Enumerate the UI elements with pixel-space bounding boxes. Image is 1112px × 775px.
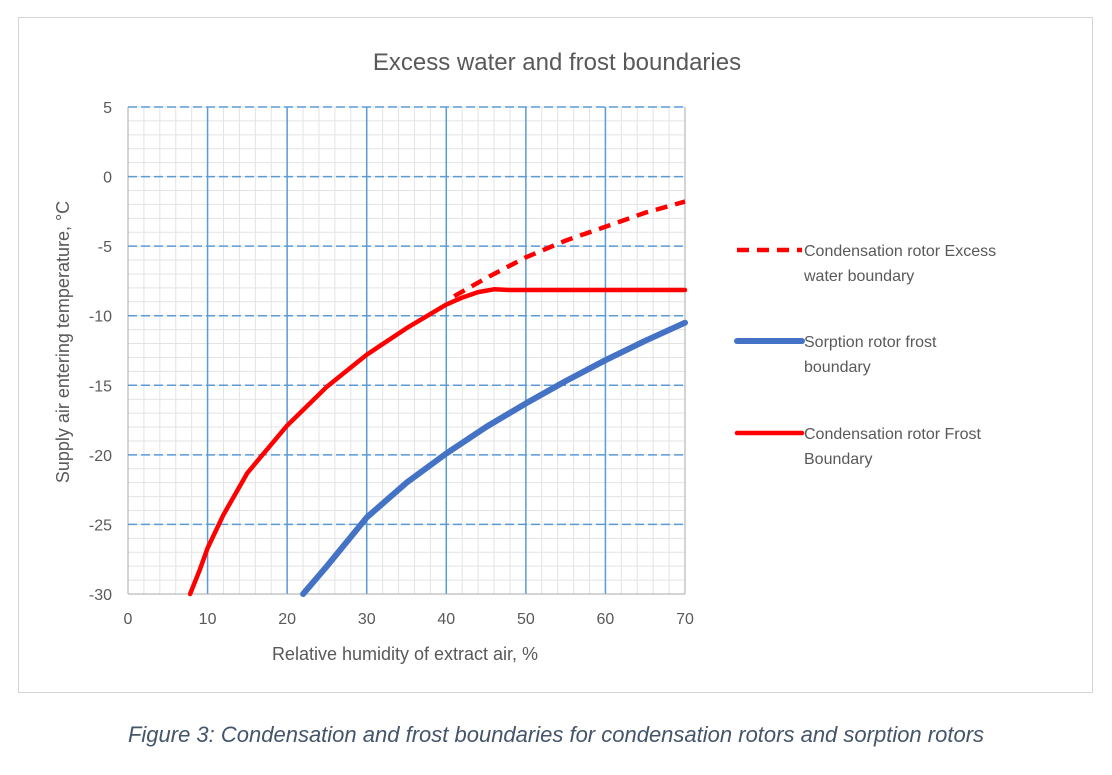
x-tick-label: 30 xyxy=(358,611,376,628)
legend-label-line: water boundary xyxy=(803,268,914,285)
y-tick-label: -20 xyxy=(89,448,112,465)
x-tick-label: 10 xyxy=(199,611,217,628)
y-tick-label: 0 xyxy=(103,170,112,187)
legend-label-2: Sorption rotor frost boundary xyxy=(804,334,937,376)
x-axis-ticks: 0 10 20 30 40 50 60 70 xyxy=(124,611,694,628)
legend-label-line: Sorption rotor frost xyxy=(804,334,937,351)
x-tick-label: 40 xyxy=(437,611,455,628)
chart-svg: Excess water and frost boundaries 0 10 20 3… xyxy=(53,49,996,664)
y-tick-label: -30 xyxy=(89,587,112,604)
legend-label-3: Condensation rotor Frost Boundary xyxy=(804,426,982,468)
x-tick-label: 0 xyxy=(124,611,133,628)
y-tick-label: -15 xyxy=(89,378,112,395)
x-tick-label: 70 xyxy=(676,611,694,628)
legend-label-line: Condensation rotor Excess xyxy=(804,243,996,260)
y-tick-label: -5 xyxy=(98,239,112,256)
x-tick-label: 50 xyxy=(517,611,535,628)
series-line-2 xyxy=(300,319,688,597)
series-layer xyxy=(187,199,688,597)
chart-area: Excess water and frost boundaries 0 10 20 3… xyxy=(18,17,1093,693)
x-tick-label: 60 xyxy=(597,611,615,628)
figure-caption: Figure 3: Condensation and frost boundar… xyxy=(127,722,985,747)
legend-label-1: Condensation rotor Excess water boundary xyxy=(803,243,996,285)
y-axis-ticks: 5 0 -5 -10 -15 -20 -25 -30 xyxy=(89,100,112,604)
chart-title: Excess water and frost boundaries xyxy=(373,49,741,76)
series-line-1 xyxy=(453,199,686,299)
x-tick-label: 20 xyxy=(278,611,296,628)
legend-label-line: Boundary xyxy=(804,451,873,468)
series-line-3 xyxy=(187,287,688,597)
legend-label-line: Condensation rotor Frost xyxy=(804,426,982,443)
y-axis-label: Supply air entering temperature, °C xyxy=(53,201,73,483)
y-tick-label: -10 xyxy=(89,309,112,326)
legend-label-line: boundary xyxy=(804,359,871,376)
x-axis-label: Relative humidity of extract air, % xyxy=(272,644,538,664)
major-gridlines xyxy=(127,106,686,595)
y-tick-label: 5 xyxy=(103,100,112,117)
y-tick-label: -25 xyxy=(89,517,112,534)
legend: Condensation rotor Excess water boundary S… xyxy=(734,243,996,468)
minor-gridlines xyxy=(127,106,686,595)
